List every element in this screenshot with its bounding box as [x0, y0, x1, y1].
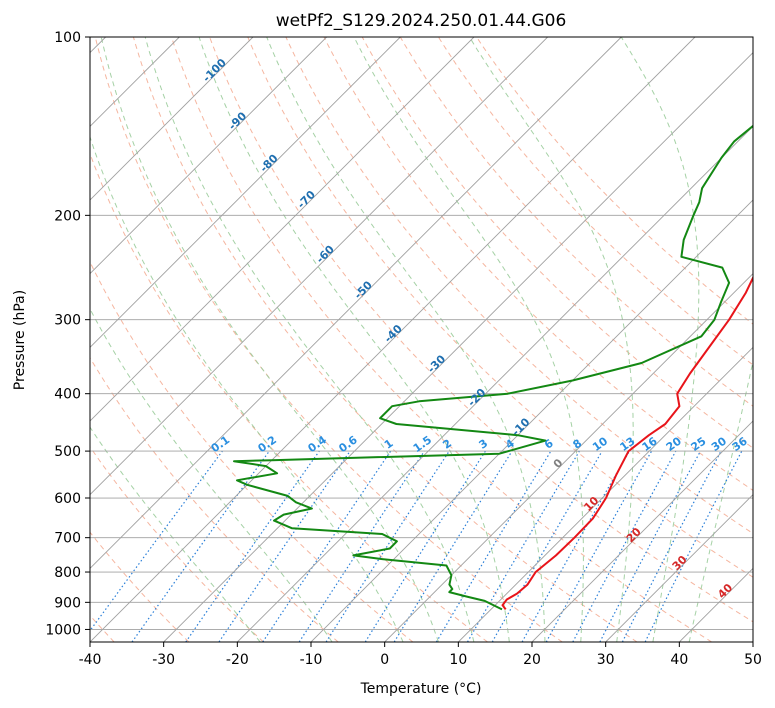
moist-adiabat	[266, 37, 546, 642]
y-tick-label: 900	[54, 595, 81, 611]
isotherm-line	[310, 199, 753, 642]
y-tick-label: 500	[54, 444, 81, 460]
isotherm-line	[384, 273, 753, 642]
x-tick-label: 0	[380, 652, 389, 668]
moist-adiabat	[144, 37, 475, 642]
moist-adiabat	[620, 37, 700, 642]
mixing-ratio-lines	[90, 450, 743, 642]
dry-adiabat	[247, 37, 753, 578]
y-axis: 100 200 300 400 500 600 700 800 900 1000	[45, 30, 90, 638]
isotherm-line	[90, 37, 327, 275]
mixing-ratio-line	[90, 450, 223, 632]
mixing-ratio-line	[393, 450, 513, 642]
chart-title: wetPf2_S129.2024.250.01.44.G06	[276, 11, 567, 31]
plot-frame	[89, 36, 754, 643]
mixing-ratio-line	[218, 450, 351, 642]
grid	[90, 37, 753, 642]
mixing-ratio-line	[262, 450, 392, 642]
x-tick-label: -10	[300, 652, 323, 668]
dry-adiabat	[285, 37, 753, 535]
dewpoint-profile-line	[233, 124, 753, 611]
y-tick-label: 700	[54, 531, 81, 547]
y-tick-label: 100	[54, 30, 81, 46]
dry-adiabat	[437, 37, 753, 366]
isotherm-line	[531, 420, 753, 642]
dry-adiabat	[94, 37, 563, 642]
isotherm-line	[90, 37, 622, 569]
x-tick-label: 50	[744, 652, 762, 668]
isotherm-line	[90, 37, 401, 348]
mixing-ratio-line	[572, 450, 677, 642]
y-tick-label: 1000	[45, 622, 81, 638]
isotherm-line	[605, 494, 753, 642]
moist-adiabat	[90, 426, 261, 642]
y-tick-label: 800	[54, 565, 81, 581]
dry-adiabat	[399, 37, 753, 407]
mixing-ratio-line	[298, 450, 425, 642]
x-tick-label: -40	[79, 652, 102, 668]
isotherm-line	[90, 37, 254, 201]
y-tick-label: 200	[54, 208, 81, 224]
x-tick-label: 30	[597, 652, 615, 668]
isotherm-line	[163, 52, 753, 642]
mixing-ratio-line	[644, 450, 743, 642]
x-tick-label: 40	[670, 652, 688, 668]
x-tick-label: -20	[226, 652, 249, 668]
isotherm-line	[90, 37, 696, 642]
isotherm-line	[458, 346, 753, 642]
mixing-ratio-line	[545, 450, 653, 642]
moist-adiabat	[100, 37, 439, 642]
dry-adiabat	[132, 37, 638, 642]
x-tick-label: -30	[152, 652, 175, 668]
moist-adiabat	[353, 37, 584, 642]
dry-adiabat	[90, 260, 414, 642]
mixing-ratio-line	[521, 450, 631, 642]
mixing-ratio-line	[131, 450, 270, 642]
dry-adiabat	[90, 356, 339, 642]
isotherm-line	[90, 37, 548, 496]
y-tick-label: 300	[54, 313, 81, 329]
x-axis: -40 -30 -20 -10 0 10 20 30 40 50	[79, 642, 762, 668]
y-axis-label: Pressure (hPa)	[12, 290, 28, 390]
dry-adiabat	[209, 37, 753, 623]
mixing-ratio-line	[185, 450, 320, 642]
mixing-ratio-line	[325, 450, 450, 642]
isotherm-line	[237, 125, 753, 642]
y-tick-label: 600	[54, 491, 81, 507]
x-tick-label: 10	[449, 652, 467, 668]
x-axis-label: Temperature (°C)	[360, 681, 482, 697]
y-tick-label: 400	[54, 387, 81, 403]
moist-adiabat	[90, 135, 404, 642]
dry-adiabat	[323, 37, 753, 491]
dry-adiabat	[90, 531, 190, 642]
series	[233, 124, 753, 611]
temperature-profile-line	[501, 275, 753, 611]
isotherm-line	[90, 37, 475, 422]
x-tick-label: 20	[523, 652, 541, 668]
